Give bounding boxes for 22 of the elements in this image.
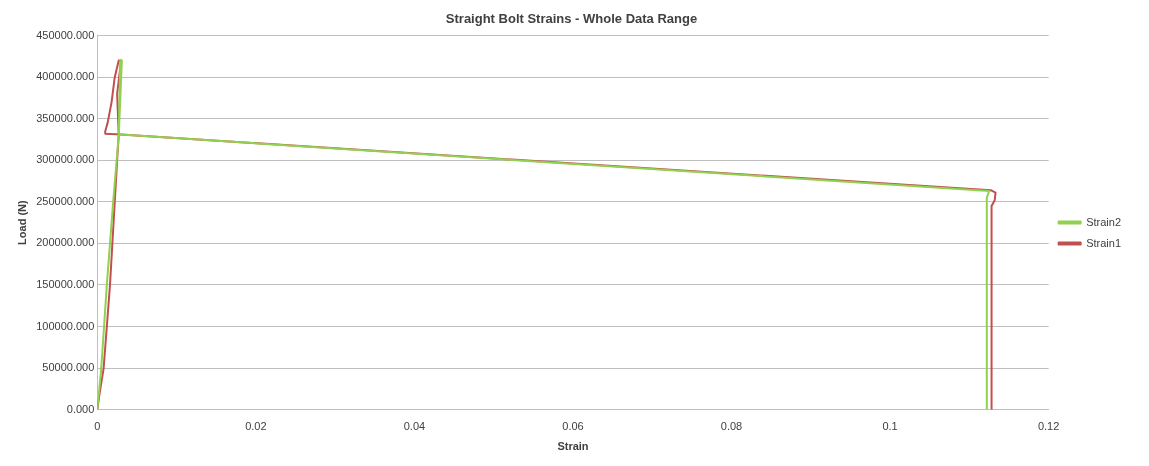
x-tick-label: 0 [94,420,101,433]
y-tick-label: 400000.000 [36,70,95,83]
x-axis-title: Strain [557,440,589,453]
x-tick-label: 0.12 [1037,420,1060,433]
y-tick-label: 50000.000 [42,361,95,374]
y-tick-label: 450000.000 [36,28,95,41]
x-tick-label: 0.08 [720,420,743,433]
y-tick-label: 300000.000 [36,153,95,166]
x-tick-label: 0.02 [245,420,267,433]
y-axis-title: Load (N) [15,199,28,245]
y-tick-label: 0.000 [66,402,95,415]
x-tick-label: 0.1 [882,420,898,433]
x-tick-label: 0.04 [403,420,426,433]
y-tick-label: 250000.000 [36,194,95,207]
y-tick-label: 200000.000 [36,236,95,249]
y-tick-label: 350000.000 [36,111,95,124]
legend-label: Strain2 [1086,215,1122,228]
legend-label: Strain1 [1086,236,1122,249]
x-tick-label: 0.06 [562,420,584,433]
y-tick-label: 100000.000 [36,319,95,332]
chart-title: Straight Bolt Strains - Whole Data Range [445,11,698,27]
y-tick-label: 150000.000 [36,277,95,290]
